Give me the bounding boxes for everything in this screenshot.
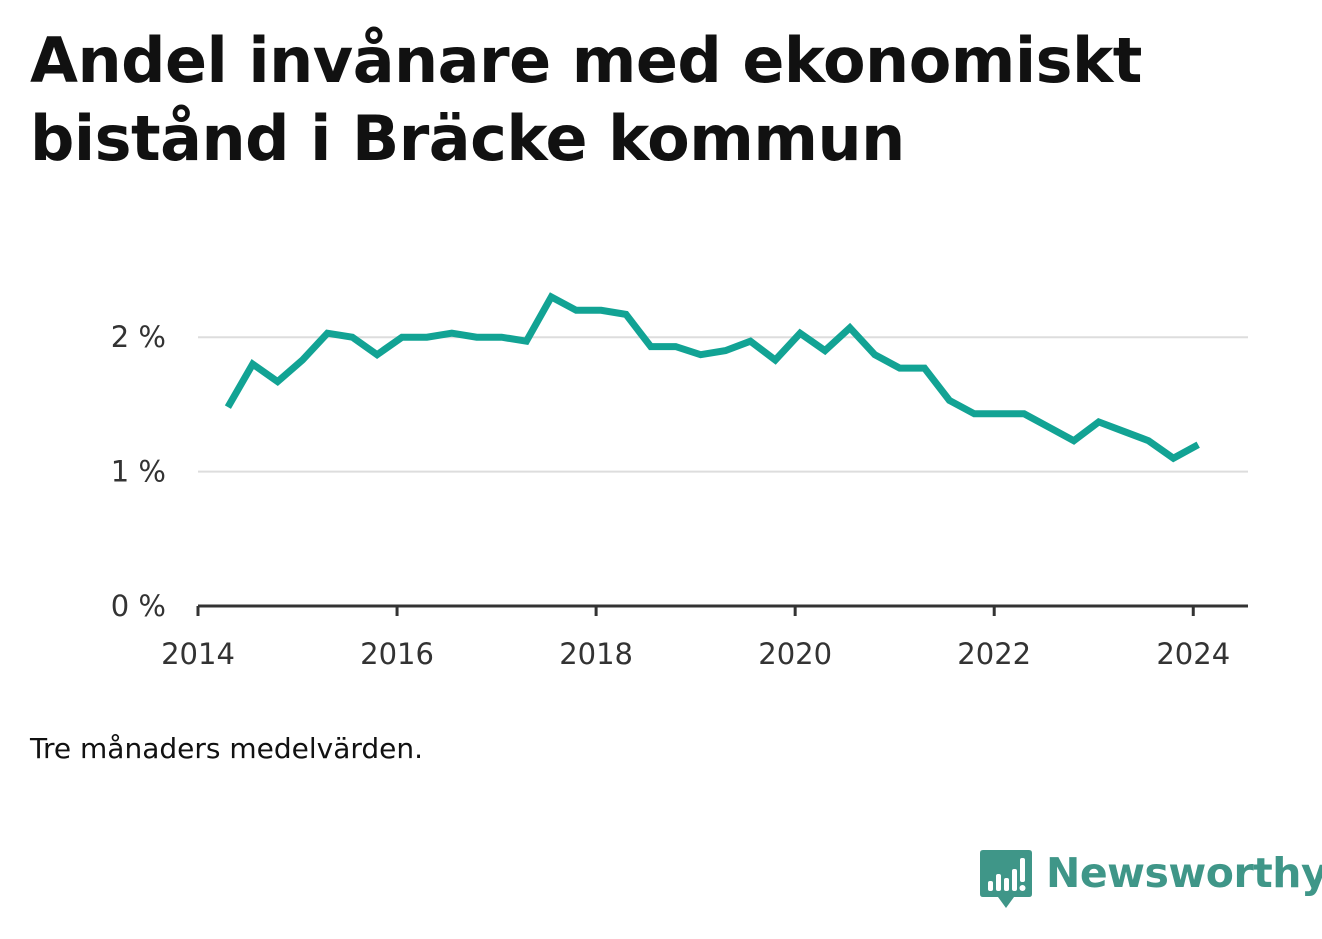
newsworthy-logo: Newsworthy xyxy=(980,850,1322,910)
x-axis: 2014 2016 2018 2020 2022 2024 xyxy=(161,604,1248,671)
line-chart: 0 % 1 % 2 % 2014 2016 2018 2020 2022 2024 xyxy=(111,292,1248,671)
x-tick-label: 2016 xyxy=(360,637,434,671)
x-tick-label: 2022 xyxy=(957,637,1031,671)
y-tick-label: 1 % xyxy=(111,455,166,489)
x-tick-label: 2018 xyxy=(559,637,633,671)
newsworthy-logo-icon xyxy=(980,850,1032,908)
newsworthy-wordmark: Newsworthy xyxy=(1046,849,1322,897)
y-tick-label: 0 % xyxy=(111,589,166,623)
series xyxy=(224,292,1200,463)
series-line xyxy=(224,292,1200,463)
x-tick-label: 2020 xyxy=(758,637,832,671)
x-tick-label: 2014 xyxy=(161,637,235,671)
chart-title: Andel invånare med ekonomiskt bistånd i … xyxy=(30,24,1142,175)
y-tick-label: 2 % xyxy=(111,320,166,354)
y-axis: 0 % 1 % 2 % xyxy=(111,320,166,623)
footnote: Tre månaders medelvärden. xyxy=(30,732,424,765)
gridlines xyxy=(198,336,1248,473)
x-tick-label: 2024 xyxy=(1156,637,1230,671)
